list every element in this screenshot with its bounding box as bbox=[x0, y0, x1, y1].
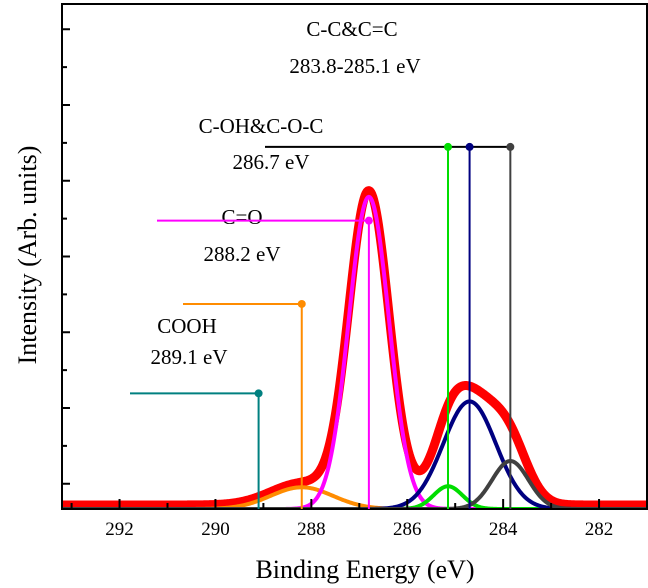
x-tick-label: 290 bbox=[201, 519, 230, 540]
x-tick-label: 286 bbox=[393, 519, 422, 540]
x-tick-label: 282 bbox=[585, 519, 614, 540]
co-label: C=O bbox=[221, 205, 262, 229]
fit-component-c-o bbox=[62, 485, 647, 509]
x-tick-label: 288 bbox=[297, 519, 326, 540]
co-value: 288.2 eV bbox=[204, 242, 281, 266]
coh-value: 286.7 eV bbox=[233, 150, 310, 174]
cc-marker bbox=[465, 142, 474, 151]
x-tick-label: 292 bbox=[105, 519, 134, 540]
cooh-value: 289.1 eV bbox=[151, 345, 228, 369]
coh-label: C-OH&C-O-C bbox=[199, 114, 324, 138]
axis-ticks: 292 290 288 286 284 282 bbox=[62, 28, 648, 540]
cc-label: C-C&C=C bbox=[306, 17, 397, 41]
fit-component-c-c-c-c-c bbox=[62, 459, 647, 509]
x-axis-title: Binding Energy (eV) bbox=[255, 555, 474, 584]
cooh-label: COOH bbox=[157, 314, 217, 338]
fit-component-c-oh-c-o-c bbox=[62, 194, 647, 509]
cc-value: 283.8-285.1 eV bbox=[289, 54, 420, 78]
co-marker bbox=[297, 299, 306, 308]
cc-marker bbox=[506, 142, 515, 151]
fit-component-c-c-c-c-b bbox=[62, 399, 647, 509]
cc-marker bbox=[444, 142, 453, 151]
y-axis-title: Intensity (Arb. units) bbox=[13, 146, 42, 365]
peak-annotations: COOH 289.1 eV C=O 288.2 eV C-OH&C-O-C 286.7 e… bbox=[130, 17, 515, 509]
cooh-marker bbox=[254, 389, 263, 398]
x-tick-label: 284 bbox=[489, 519, 518, 540]
coh-marker bbox=[364, 216, 373, 225]
